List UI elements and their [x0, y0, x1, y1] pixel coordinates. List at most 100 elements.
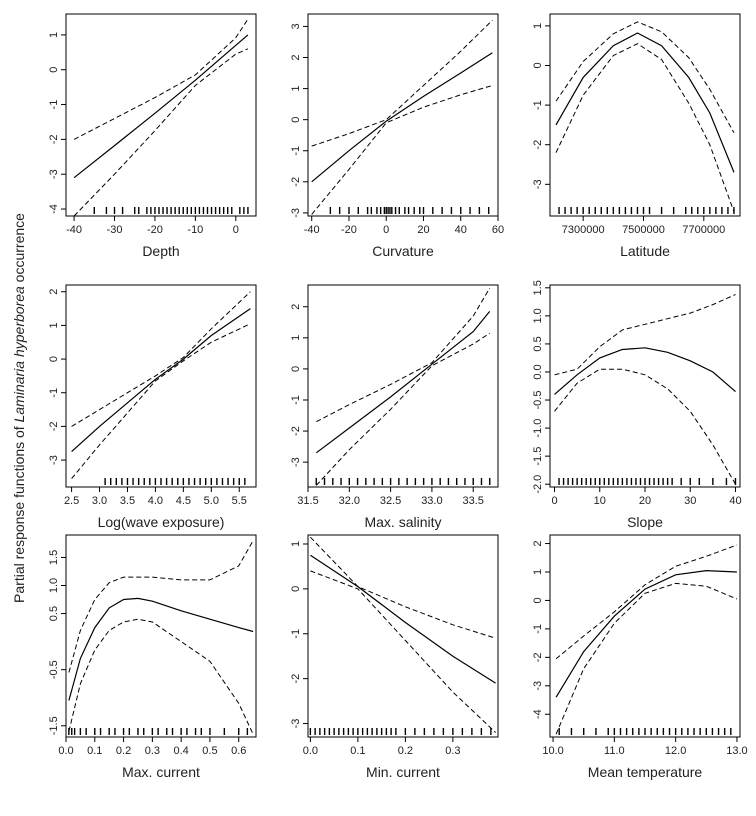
plot-frame [65, 534, 257, 738]
lower-confidence-line [71, 323, 251, 479]
panel-8: 0.0 0.1 0.2 0.3 -3 -2 -1 0 1 Min. current [290, 534, 499, 780]
y-tick-label: -3 [48, 455, 60, 465]
lower-confidence-line [555, 582, 738, 735]
x-tick-label: 30 [684, 495, 696, 507]
y-tick-label: 1.0 [48, 578, 60, 593]
y-tick-label: -2 [48, 134, 60, 144]
panel-4: 2.5 3.0 3.5 4.0 4.5 5.0 5.5 -3 -2 -1 0 1 2 Log(wave e… [48, 284, 257, 530]
x-tick-label: 0.1 [87, 745, 102, 757]
x-tick-label: 11.0 [604, 745, 625, 757]
y-tick-label: 0 [290, 117, 302, 123]
upper-confidence-line [68, 540, 254, 673]
x-tick-label: -40 [304, 224, 320, 236]
x-tick-label: 7700000 [682, 224, 725, 236]
y-tick-label: -1 [532, 100, 544, 110]
lower-confidence-line [310, 570, 496, 733]
plot-frame [65, 284, 257, 488]
x-tick-label: 0.3 [445, 745, 460, 757]
x-tick-label: 12.0 [665, 745, 686, 757]
rug [104, 478, 246, 485]
fitted-line [555, 569, 737, 698]
y-tick-label: 0 [48, 356, 60, 362]
y-tick-label: -2 [290, 177, 302, 187]
panel-2: -40 -20 0 20 40 60 -3 -2 -1 0 1 2 3 Curvature [290, 13, 504, 259]
y-tick-label: 0 [290, 586, 302, 592]
x-axis-label: Depth [142, 243, 179, 259]
lower-confidence-line [555, 43, 735, 213]
x-tick-label: -40 [66, 224, 82, 236]
x-tick-label: 60 [492, 224, 504, 236]
x-tick-label: 0.2 [116, 745, 131, 757]
y-tick-label: -4 [532, 709, 544, 719]
x-tick-label: 0.0 [58, 745, 73, 757]
x-tick-label: 0.4 [174, 745, 189, 757]
y-tick-label: -3 [48, 169, 60, 179]
x-axis-label: Latitude [620, 243, 670, 259]
y-tick-label: -3 [290, 719, 302, 729]
upper-confidence-line [310, 536, 496, 639]
y-tick-label: 2 [48, 289, 60, 295]
rug [315, 478, 491, 485]
y-tick-label: 2 [532, 540, 544, 546]
y-tick-label: -2 [290, 426, 302, 436]
x-tick-label: 32.5 [380, 495, 401, 507]
panel-3: 7300000 7500000 7700000 -3 -2 -1 0 1 Latitude [532, 13, 741, 259]
x-tick-label: 0.1 [350, 745, 365, 757]
y-tick-label: 1 [290, 541, 302, 547]
x-tick-label: 7300000 [562, 224, 605, 236]
fitted-line [555, 32, 735, 173]
x-axis-label: Curvature [372, 243, 434, 259]
plot-frame [549, 534, 741, 738]
y-tick-label: 0 [290, 366, 302, 372]
x-tick-label: 3.5 [120, 495, 135, 507]
y-tick-label: -2 [48, 422, 60, 432]
x-axis-label: Slope [627, 514, 663, 530]
y-tick-label: -1.0 [532, 419, 544, 438]
y-tick-label: -3 [532, 681, 544, 691]
x-axis-label: Max. salinity [364, 514, 441, 530]
y-tick-label: 1.5 [48, 550, 60, 565]
rug [558, 207, 735, 214]
x-tick-label: 33.5 [463, 495, 484, 507]
x-tick-label: -30 [107, 224, 123, 236]
x-tick-label: 7500000 [622, 224, 665, 236]
x-tick-label: 0.0 [303, 745, 318, 757]
y-tick-label: -3 [532, 179, 544, 189]
y-tick-label: -1 [48, 100, 60, 110]
y-tick-label: -1 [290, 629, 302, 639]
y-tick-label: -1 [290, 395, 302, 405]
y-tick-label: -2.0 [532, 475, 544, 494]
rug [558, 728, 732, 735]
y-tick-label: 1 [290, 86, 302, 92]
y-tick-label: -2 [532, 652, 544, 662]
ylabel-species: Laminaria hyperborea [11, 286, 27, 422]
x-tick-label: 0.3 [145, 745, 160, 757]
lower-confidence-line [554, 368, 736, 485]
y-tick-label: 1.5 [532, 280, 544, 295]
y-tick-label: -1 [48, 388, 60, 398]
y-tick-label: 2 [290, 54, 302, 60]
x-tick-label: 40 [729, 495, 741, 507]
y-tick-label: 0 [532, 62, 544, 68]
rug [558, 478, 737, 485]
panel-9: 10.0 11.0 12.0 13.0 -4 -3 -2 -1 0 1 2 Mean temperat… [532, 534, 748, 780]
x-tick-label: -10 [187, 224, 203, 236]
y-tick-label: 0 [48, 67, 60, 73]
upper-confidence-line [73, 18, 249, 140]
y-tick-label: 0.5 [532, 336, 544, 351]
y-tick-label: 2 [290, 304, 302, 310]
x-tick-label: 10.0 [542, 745, 563, 757]
y-tick-label: -0.5 [48, 660, 60, 679]
y-tick-label: 3 [290, 23, 302, 29]
y-tick-label: 1 [48, 322, 60, 328]
y-tick-label: 0.5 [48, 606, 60, 621]
fitted-line [554, 347, 736, 395]
x-tick-label: 31.5 [297, 495, 318, 507]
y-tick-label: -3 [290, 208, 302, 218]
x-tick-label: 0 [551, 495, 557, 507]
x-axis-label: Min. current [366, 764, 440, 780]
y-tick-label: -1.5 [532, 447, 544, 466]
ylabel-suffix: occurrence [11, 213, 27, 286]
x-tick-label: 0.6 [231, 745, 246, 757]
